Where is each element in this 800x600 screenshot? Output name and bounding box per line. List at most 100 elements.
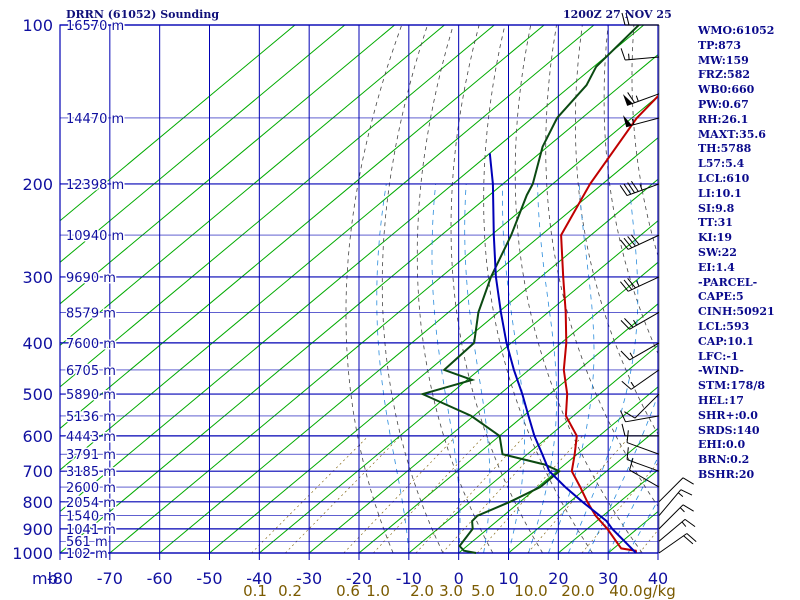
barb-shaft (627, 276, 660, 292)
height-label: 3185 m (66, 465, 116, 480)
mixing-ratio-label: 0.2 (278, 582, 302, 600)
barb-flag (623, 115, 632, 127)
barb-shaft (658, 504, 684, 530)
index-value: BRN:0.2 (698, 453, 750, 467)
mixing-ratio-line (527, 435, 631, 554)
index-value: SRDS:140 (698, 423, 760, 437)
wind-barb (658, 489, 693, 517)
isotherm-line (508, 427, 658, 554)
barb-half (681, 521, 687, 527)
barb-full (630, 234, 640, 245)
plot-border (59, 24, 659, 554)
height-label: 14470 m (66, 112, 124, 127)
isotherm-line (159, 137, 658, 554)
temperature-tick-label: -80 (47, 569, 73, 588)
barb-flag (622, 94, 633, 106)
barb-shaft (629, 342, 660, 361)
mixing-ratio-line (415, 435, 525, 554)
temperature-tick-label: 0 (454, 569, 464, 588)
barb-half (679, 507, 685, 513)
height-label: 5890 m (66, 388, 116, 403)
index-value: MAXT:35.6 (698, 127, 766, 141)
barb-full (684, 518, 696, 528)
index-value: EI:1.4 (698, 260, 735, 274)
temperature-trace (560, 94, 658, 554)
barb-shaft (627, 234, 660, 250)
barb-full (620, 48, 626, 61)
sounding-traces (419, 25, 658, 554)
barb-full (625, 12, 630, 26)
index-value: FRZ:582 (698, 68, 751, 82)
barb-shaft (625, 56, 660, 61)
height-label: 1540 m (66, 510, 116, 525)
temperature-tick-label: -50 (196, 569, 222, 588)
index-value: WMO:61052 (698, 24, 775, 37)
index-value: STM:178/8 (698, 379, 765, 393)
index-value: -PARCEL- (698, 275, 758, 289)
height-label: 8579 m (66, 306, 116, 321)
index-value: SI:9.8 (698, 201, 735, 215)
temperature-tick-label: -10 (396, 569, 422, 588)
wind-barb (620, 342, 660, 361)
index-value: KI:19 (698, 231, 733, 245)
stability-indices: WMO:61052 TP:873 MW:159 FRZ:582 WB0:660 PW:0.… (698, 24, 775, 483)
wind-barb (624, 393, 660, 419)
index-value: -WIND- (698, 364, 744, 378)
pressure-tick-label: 700 (22, 462, 53, 481)
temperature-tick-label: -60 (147, 569, 173, 588)
isotherm-line (60, 25, 545, 430)
barb-full (627, 277, 636, 289)
moist-adiabat (431, 183, 461, 554)
barb-full (621, 12, 626, 26)
height-label: 561 m (66, 535, 108, 550)
barb-half (639, 184, 643, 191)
barb-shaft (658, 519, 686, 542)
wind-barb (658, 518, 696, 542)
moist-adiabat (376, 183, 410, 554)
height-label: 9690 m (66, 271, 116, 286)
index-value: SHR+:0.0 (698, 408, 758, 422)
barb-full (620, 410, 626, 423)
pressure-tick-label: 100 (22, 16, 53, 35)
grid (59, 24, 659, 560)
index-value: RH:26.1 (698, 112, 749, 126)
isotherm-line (60, 25, 445, 347)
barb-half (677, 492, 684, 497)
barb-half (635, 95, 639, 102)
mixing-ratio-label: 10.0 (514, 582, 547, 600)
barb-full (621, 380, 632, 390)
index-value: MW:159 (698, 53, 749, 67)
mixing-ratio-line (639, 529, 658, 554)
barb-full (619, 185, 628, 196)
mixing-ratio-label: 40.0 (609, 582, 642, 600)
barb-full (621, 423, 626, 436)
height-label: 7600 m (66, 337, 116, 352)
index-value: WB0:660 (698, 83, 755, 97)
dry-adiabat (789, 25, 800, 553)
barb-full (626, 430, 629, 443)
index-value: CAP:10.1 (698, 334, 755, 348)
index-value: TP:873 (698, 38, 742, 52)
mixing-ratio-label: 1.0 (366, 582, 390, 600)
mixing-ratio-label: 0.6 (336, 582, 360, 600)
mixing-ratio-label: 5.0 (471, 582, 495, 600)
pressure-tick-label: 300 (22, 268, 53, 287)
index-value: EHI:0.0 (698, 438, 746, 452)
index-value: CAPE:5 (698, 290, 744, 304)
chart-title: DRRN (61052) Sounding (66, 8, 220, 21)
mixing-ratio-unit: g/kg (643, 582, 676, 600)
wind-barb (626, 430, 660, 455)
temperature-tick-label: 20 (548, 569, 568, 588)
barb-full (620, 239, 629, 250)
moist-adiabat (567, 183, 639, 554)
temperature-tick-label: -40 (246, 569, 272, 588)
isotherm-line (408, 344, 658, 554)
isotherm-line (358, 303, 658, 554)
index-value: BSHR:20 (698, 467, 755, 481)
wind-barb (620, 311, 660, 330)
barb-shaft (626, 183, 660, 197)
height-label: 102 m (66, 547, 108, 562)
isotherm-line (60, 54, 658, 554)
index-value: LI:10.1 (698, 186, 742, 200)
index-value: LCL:610 (698, 171, 750, 185)
